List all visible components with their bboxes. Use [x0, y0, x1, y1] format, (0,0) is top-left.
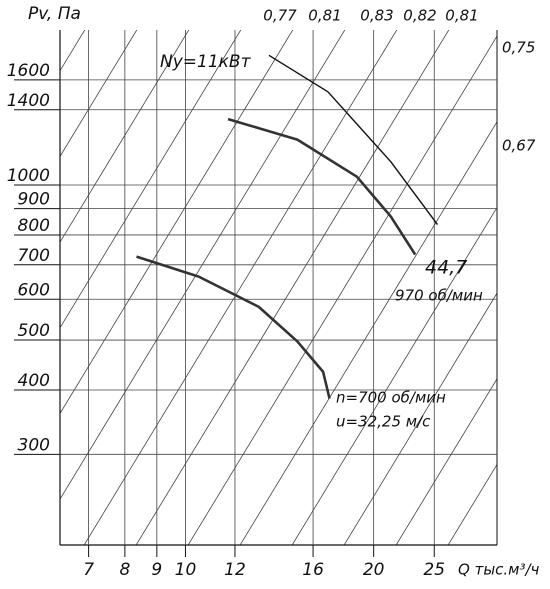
y-tick-label: 800 [18, 216, 50, 236]
system-line [60, 30, 346, 500]
x-tick-label: 8 [119, 560, 130, 580]
system-line [447, 463, 497, 545]
y-tick-label: 1400 [7, 91, 50, 111]
efficiency-label: 0,67 [502, 137, 536, 155]
y-tick-label: 300 [18, 435, 50, 455]
annotation: n=700 об/мин [336, 389, 446, 407]
y-tick-label: 500 [18, 321, 50, 341]
y-tick-label: 900 [18, 190, 50, 210]
x-tick-label: 16 [302, 560, 324, 580]
system-line [135, 30, 450, 545]
x-tick-label: 10 [175, 560, 197, 580]
annotation: 44,7 [425, 257, 467, 279]
efficiency-label: 0,81 [445, 7, 478, 25]
efficiency-label: 0,82 [403, 7, 436, 25]
annotation: Ny=11кВт [160, 52, 252, 72]
fan-curve [136, 255, 331, 399]
system-line [83, 30, 398, 545]
x-tick-label: 25 [423, 560, 445, 580]
system-line [187, 35, 497, 545]
efficiency-label: 0,75 [502, 39, 535, 57]
efficiency-label: 0,83 [360, 7, 393, 25]
y-tick-label: 1000 [7, 166, 50, 186]
fan-curve [268, 54, 439, 225]
x-axis-label: Q тыс.м³/ч [458, 561, 540, 579]
diagonals [60, 30, 497, 545]
system-line [291, 206, 497, 545]
system-line [239, 121, 497, 545]
x-tick-label: 9 [151, 560, 162, 580]
x-tick-label: 7 [83, 560, 94, 580]
annotation: u=32,25 м/с [336, 413, 431, 431]
y-tick-label: 700 [18, 246, 50, 266]
system-line [60, 30, 294, 415]
efficiency-label: 0,77 [263, 7, 297, 25]
y-tick-label: 400 [18, 371, 50, 391]
y-tick-label: 1600 [7, 61, 50, 81]
y-tick-label: 600 [18, 280, 50, 300]
efficiency-label: 0,81 [308, 7, 341, 25]
system-line [60, 30, 86, 72]
system-line [395, 378, 497, 545]
fan-curve [227, 117, 417, 256]
y-axis-label: Pv, Па [28, 4, 81, 24]
annotation: 970 об/мин [395, 287, 483, 305]
x-tick-label: 12 [224, 560, 246, 580]
x-tick-label: 20 [363, 560, 385, 580]
system-line [343, 292, 497, 545]
